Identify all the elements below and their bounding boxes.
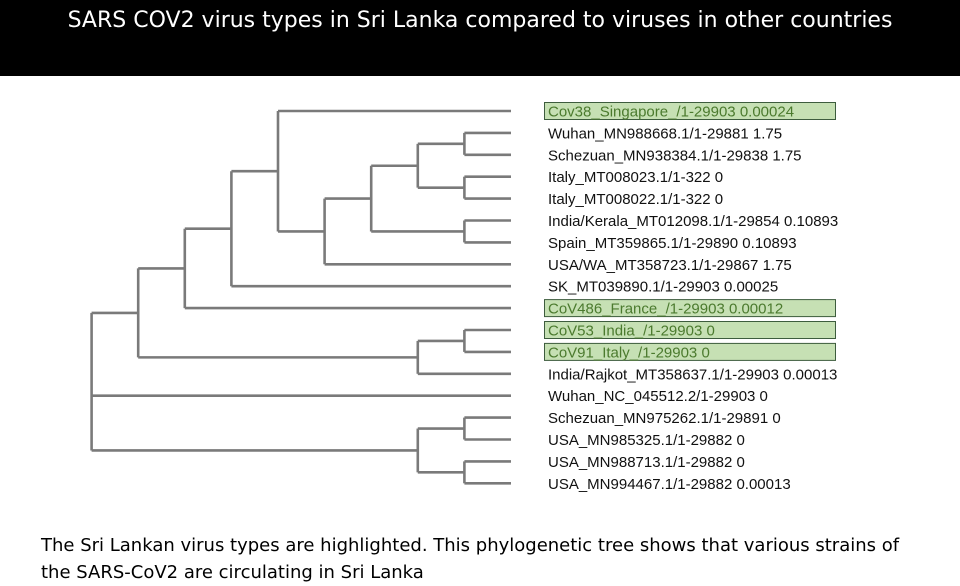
leaf-label: SK_MT039890.1/1-29903 0.00025	[548, 279, 778, 296]
leaf-label: USA_MN985325.1/1-29882 0	[548, 432, 745, 449]
highlight-box	[544, 321, 836, 339]
slide-title: SARS COV2 virus types in Sri Lanka compa…	[0, 0, 960, 76]
leaf-label: Spain_MT359865.1/1-29890 0.10893	[548, 235, 797, 252]
leaf-label: Schezuan_MN938384.1/1-29838 1.75	[548, 147, 802, 164]
leaf-label: USA_MN988713.1/1-29882 0	[548, 454, 745, 471]
leaf-label: Italy_MT008022.1/1-322 0	[548, 191, 723, 208]
highlight-box	[544, 342, 836, 361]
highlight-box	[544, 102, 836, 120]
highlight-box	[544, 299, 836, 318]
leaf-label: India/Rajkot_MT358637.1/1-29903 0.00013	[548, 366, 837, 383]
leaf-label: CoV486_France_/1-29903 0.00012	[548, 301, 783, 318]
leaf-label: CoV91_Italy_/1-29903 0	[548, 344, 710, 361]
leaf-label: Cov38_Singapore_/1-29903 0.00024	[548, 104, 794, 121]
leaf-label: USA/WA_MT358723.1/1-29867 1.75	[548, 257, 792, 274]
leaf-label: Wuhan_NC_045512.2/1-29903 0	[548, 388, 768, 405]
leaf-label: Wuhan_MN988668.1/1-29881 1.75	[548, 125, 782, 142]
phylogenetic-tree: Cov38_Singapore_/1-29903 0.00024 Wuhan_MN…	[90, 102, 838, 493]
leaf-label: USA_MN994467.1/1-29882 0.00013	[548, 476, 791, 493]
leaf-label: Italy_MT008023.1/1-322 0	[548, 169, 723, 186]
leaf-label: Schezuan_MN975262.1/1-29891 0	[548, 410, 781, 427]
leaf-label: CoV53_India_/1-29903 0	[548, 323, 715, 340]
slide-caption: The Sri Lankan virus types are highlight…	[41, 535, 900, 583]
leaf-label: India/Kerala_MT012098.1/1-29854 0.10893	[548, 213, 838, 230]
